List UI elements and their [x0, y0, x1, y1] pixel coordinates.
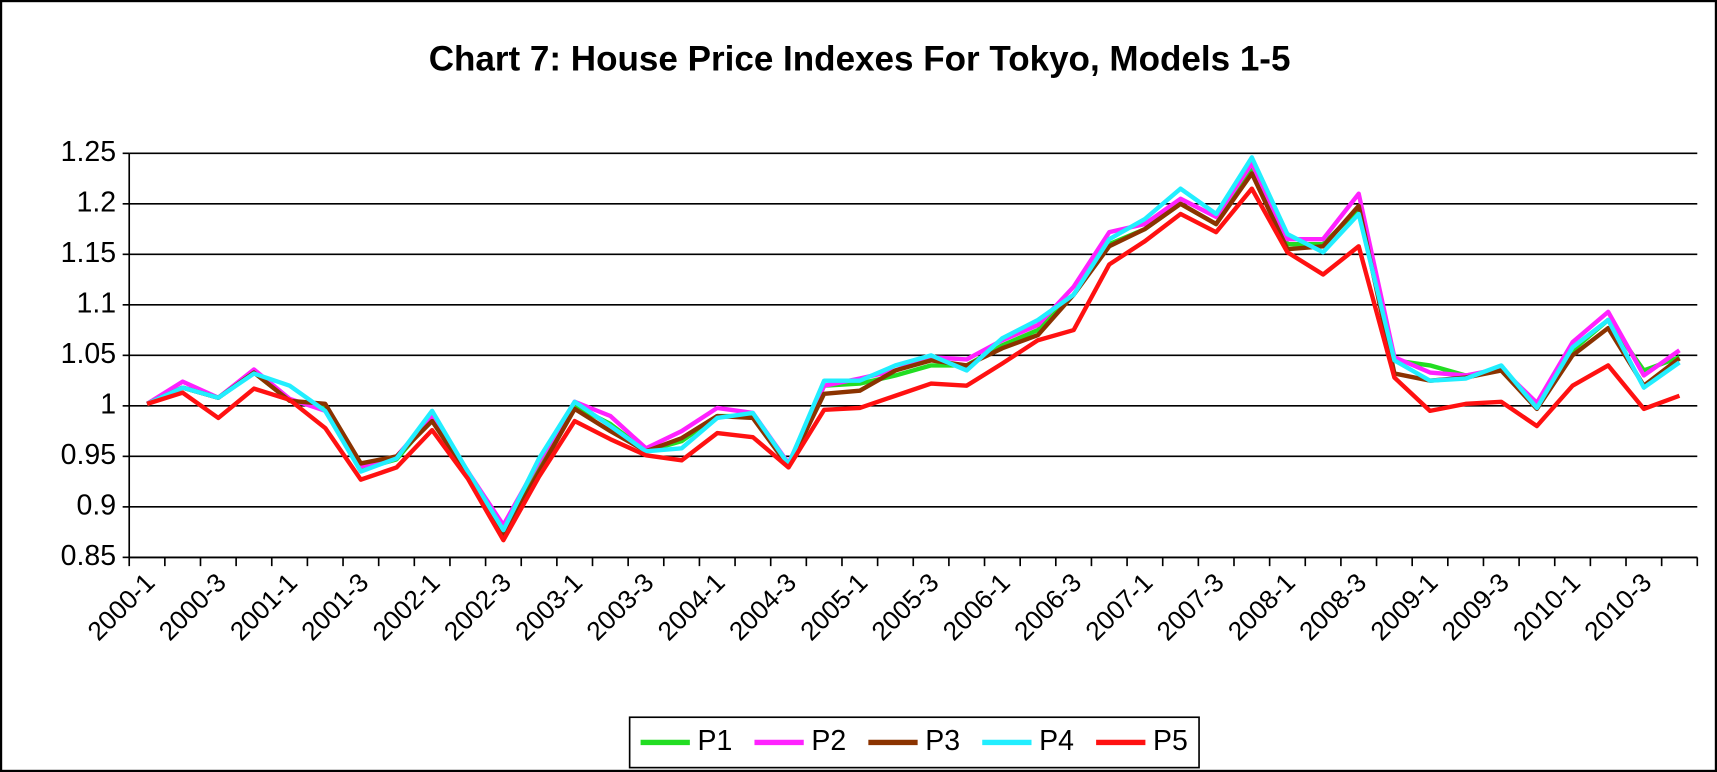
- y-tick-label: 0.95: [61, 439, 116, 471]
- y-tick-label: 1: [100, 388, 116, 420]
- y-tick-label: 0.85: [61, 540, 116, 572]
- y-tick-label: 1.25: [61, 136, 116, 168]
- legend-label: P1: [698, 725, 733, 757]
- y-tick-label: 1.1: [76, 287, 116, 319]
- series-line: [146, 186, 1681, 543]
- series-line: [146, 155, 1681, 533]
- y-tick-label: 0.9: [76, 489, 116, 521]
- chart-title: Chart 7: House Price Indexes For Tokyo, …: [429, 40, 1291, 79]
- legend-label: P4: [1039, 725, 1074, 757]
- legend-label: P5: [1153, 725, 1188, 757]
- legend-label: P2: [811, 725, 846, 757]
- y-tick-label: 1.15: [61, 237, 116, 269]
- y-tick-label: 1.2: [76, 186, 116, 218]
- y-tick-label: 1.05: [61, 338, 116, 370]
- legend-label: P3: [925, 725, 960, 757]
